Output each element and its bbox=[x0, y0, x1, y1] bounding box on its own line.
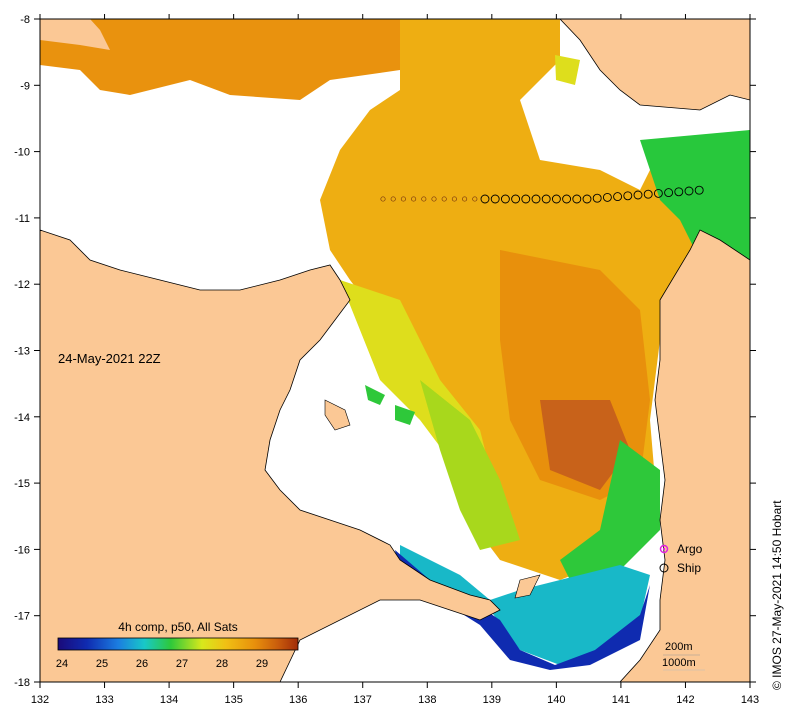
ship-track-marker bbox=[431, 196, 437, 202]
x-tick-label: 132 bbox=[31, 694, 49, 706]
ship-track-marker bbox=[462, 196, 468, 202]
x-tick-label: 140 bbox=[547, 694, 565, 706]
ship-track-marker bbox=[511, 194, 521, 204]
y-tick-label: -14 bbox=[14, 412, 30, 424]
ship-marker-icon bbox=[659, 563, 669, 573]
ship-track-marker bbox=[633, 190, 643, 200]
ship-track-marker bbox=[602, 192, 612, 202]
land-cape-york bbox=[619, 229, 750, 682]
ship-track-marker bbox=[562, 194, 572, 204]
y-tick-label: -13 bbox=[14, 346, 30, 358]
ship-track-marker bbox=[664, 188, 674, 198]
colorbar-tick-label: 24 bbox=[56, 658, 68, 670]
colorbar-tick-label: 25 bbox=[96, 658, 108, 670]
isobath-1000-label: 1000m bbox=[662, 657, 696, 669]
ship-track-marker bbox=[451, 196, 457, 202]
land-mornington-island bbox=[514, 574, 541, 599]
ship-track-marker bbox=[694, 185, 704, 195]
x-axis: 132 133 134 135 136 137 138 139 140 141 142 143 bbox=[31, 14, 759, 706]
ship-track-marker bbox=[623, 191, 633, 201]
map-plot-area bbox=[40, 19, 750, 682]
x-tick-label: 136 bbox=[289, 694, 307, 706]
y-tick-label: -10 bbox=[14, 147, 30, 159]
ship-track bbox=[380, 185, 704, 204]
ship-track-marker bbox=[531, 194, 541, 204]
credit-text: © IMOS 27-May-2021 14:50 Hobart bbox=[770, 500, 784, 690]
sst-cyan-band bbox=[400, 545, 650, 665]
ship-track-marker bbox=[541, 194, 551, 204]
ship-track-marker bbox=[674, 187, 684, 197]
x-tick-label: 135 bbox=[224, 694, 242, 706]
ship-track-marker bbox=[411, 196, 417, 202]
land-new-guinea bbox=[460, 19, 750, 111]
sst-hot-spot bbox=[540, 400, 630, 490]
ship-track-marker bbox=[390, 196, 396, 202]
x-tick-label: 141 bbox=[612, 694, 630, 706]
ship-track-marker bbox=[480, 194, 490, 204]
y-tick-label: -18 bbox=[14, 677, 30, 689]
ship-track-marker bbox=[643, 189, 653, 199]
x-tick-label: 143 bbox=[741, 694, 759, 706]
sst-lime-band bbox=[420, 380, 520, 550]
colorbar-gradient bbox=[57, 637, 299, 651]
symbol-legend: Argo Ship bbox=[659, 542, 703, 575]
ship-track-marker bbox=[582, 194, 592, 204]
ship-track-marker bbox=[400, 196, 406, 202]
y-tick-label: -17 bbox=[14, 611, 30, 623]
colorbar-tick-label: 26 bbox=[136, 658, 148, 670]
ship-track-marker bbox=[653, 188, 663, 198]
sst-yellow-patch bbox=[555, 55, 580, 85]
ship-track-marker bbox=[421, 196, 427, 202]
x-tick-label: 139 bbox=[483, 694, 501, 706]
colorbar-tick-label: 27 bbox=[176, 658, 188, 670]
x-tick-label: 134 bbox=[160, 694, 178, 706]
y-axis: -8 -9 -10 -11 -12 -13 -14 -15 -16 -17 -18 bbox=[14, 14, 756, 689]
ship-track-marker bbox=[380, 196, 386, 202]
ship-track-marker bbox=[441, 196, 447, 202]
sst-green-patch bbox=[365, 385, 385, 405]
land-north-new-guinea-west bbox=[40, 19, 110, 50]
sst-south-green bbox=[560, 440, 660, 580]
y-tick-label: -16 bbox=[14, 544, 30, 556]
x-tick-label: 133 bbox=[95, 694, 113, 706]
ship-track-marker bbox=[684, 186, 694, 196]
ship-track-marker bbox=[500, 194, 510, 204]
y-tick-label: -11 bbox=[15, 213, 30, 225]
x-tick-label: 138 bbox=[418, 694, 436, 706]
ship-track-marker bbox=[490, 194, 500, 204]
isobath-200-label: 200m bbox=[665, 641, 693, 653]
y-tick-label: -15 bbox=[14, 478, 30, 490]
isobath-legend: 200m 1000m bbox=[662, 641, 705, 671]
land-west-arnhem-cape-york-south bbox=[40, 229, 501, 682]
y-tick-label: -12 bbox=[14, 279, 30, 291]
land-groote-eylandt bbox=[324, 399, 351, 431]
date-label: 24-May-2021 22Z bbox=[58, 351, 161, 366]
x-tick-label: 137 bbox=[354, 694, 372, 706]
ship-track-marker bbox=[572, 194, 582, 204]
colorbar-tick-label: 29 bbox=[256, 658, 268, 670]
x-tick-label: 142 bbox=[676, 694, 694, 706]
y-tick-label: -9 bbox=[20, 80, 30, 92]
argo-marker-dot bbox=[662, 547, 666, 551]
colorbar-ticks: 24 25 26 27 28 29 bbox=[56, 658, 268, 670]
ship-track-marker bbox=[551, 194, 561, 204]
ship-label: Ship bbox=[677, 561, 701, 575]
colorbar-tick-label: 28 bbox=[216, 658, 228, 670]
ship-track-marker bbox=[592, 193, 602, 203]
argo-marker-icon bbox=[659, 544, 669, 554]
ship-track-marker bbox=[521, 194, 531, 204]
y-tick-label: -8 bbox=[20, 14, 30, 26]
sst-north-warm bbox=[40, 19, 400, 100]
ship-track-marker bbox=[613, 192, 623, 202]
colorbar-title: 4h comp, p50, All Sats bbox=[118, 620, 237, 634]
sst-green-patch-2 bbox=[395, 405, 415, 425]
argo-label: Argo bbox=[677, 542, 703, 556]
ship-track-marker bbox=[472, 196, 478, 202]
colorbar: 4h comp, p50, All Sats 24 25 26 27 28 29 bbox=[56, 620, 299, 670]
